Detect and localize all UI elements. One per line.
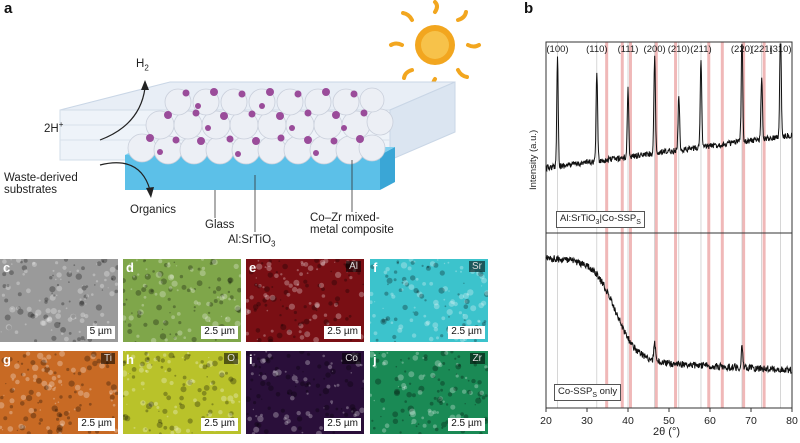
micrograph-h: h O 2.5 µm bbox=[123, 351, 241, 434]
panel-b-letter: b bbox=[524, 0, 534, 17]
x-tick-label: 50 bbox=[663, 415, 675, 427]
micrograph-c: c 5 µm bbox=[0, 259, 118, 342]
micrograph-i: i Co 2.5 µm bbox=[246, 351, 364, 434]
scale-bar-label: 2.5 µm bbox=[201, 326, 238, 339]
bottom-series-label: Co-SSPS only bbox=[554, 384, 622, 401]
micrograph-letter: i bbox=[249, 352, 253, 367]
element-label: Ti bbox=[101, 353, 115, 364]
scale-bar-label: 2.5 µm bbox=[324, 326, 361, 339]
protons-label: 2H+ bbox=[44, 120, 64, 135]
arrowhead-up-icon bbox=[141, 80, 149, 90]
micrograph-letter: g bbox=[3, 352, 11, 367]
scale-bar-label: 2.5 µm bbox=[78, 418, 115, 431]
scale-bar-label: 2.5 µm bbox=[448, 418, 485, 431]
element-label: Sr bbox=[469, 261, 485, 272]
micrograph-texture bbox=[0, 351, 118, 434]
scale-bar-label: 2.5 µm bbox=[324, 418, 361, 431]
micrograph-texture bbox=[246, 259, 364, 342]
x-axis-label: 2θ (°) bbox=[653, 426, 681, 438]
x-tick-label: 70 bbox=[745, 415, 757, 427]
micrograph-letter: h bbox=[126, 352, 134, 367]
micrograph-letter: d bbox=[126, 260, 134, 275]
element-label: Zr bbox=[469, 353, 485, 364]
micrograph-d: d 2.5 µm bbox=[123, 259, 241, 342]
micrograph-texture bbox=[123, 259, 241, 342]
waste-substrates-label: Waste-derived substrates bbox=[4, 172, 78, 196]
x-tick-label: 40 bbox=[622, 415, 634, 427]
panel-a-letter: a bbox=[4, 0, 13, 17]
micrograph-letter: f bbox=[373, 260, 378, 275]
micrograph-letter: e bbox=[249, 260, 257, 275]
peak-label: (221) bbox=[751, 44, 773, 55]
peak-label: (100) bbox=[546, 44, 568, 55]
scale-bar-label: 5 µm bbox=[86, 326, 115, 339]
scale-bar-label: 2.5 µm bbox=[448, 326, 485, 339]
organics-label: Organics bbox=[130, 204, 177, 216]
co-zr-label: Co–Zr mixed-metal composite bbox=[310, 212, 394, 236]
peak-label: (211) bbox=[690, 44, 711, 55]
top-series-label: Al:SrTiO3|Co-SSPS bbox=[556, 211, 645, 228]
micrograph-j: j Zr 2.5 µm bbox=[370, 351, 488, 434]
panel-a-illustration bbox=[59, 0, 481, 232]
x-tick-label: 60 bbox=[704, 415, 716, 427]
micrograph-g: g Ti 2.5 µm bbox=[0, 351, 118, 434]
y-axis-label: Intensity (a.u.) bbox=[528, 129, 539, 190]
micrograph-letter: j bbox=[373, 352, 377, 367]
element-label: O bbox=[224, 353, 238, 364]
series-line-bottom bbox=[545, 255, 793, 374]
x-tick-label: 30 bbox=[581, 415, 593, 427]
scale-bar-label: 2.5 µm bbox=[201, 418, 238, 431]
series-line-top bbox=[545, 43, 793, 173]
srtio3-label: Al:SrTiO3 bbox=[228, 234, 276, 249]
element-label: Al bbox=[346, 261, 361, 272]
peak-label: (200) bbox=[644, 44, 666, 55]
peak-label: (210) bbox=[668, 44, 690, 55]
sun-icon bbox=[389, 0, 481, 91]
co-zr-composite bbox=[146, 88, 368, 157]
micrograph-letter: c bbox=[3, 260, 11, 275]
element-label: Co bbox=[342, 353, 361, 364]
micrograph-f: f Sr 2.5 µm bbox=[370, 259, 488, 342]
x-tick-label: 80 bbox=[786, 415, 798, 427]
reaction-arrows bbox=[99, 87, 151, 191]
glass-label: Glass bbox=[205, 219, 235, 231]
leader-lines bbox=[214, 160, 353, 232]
h2-label: H2 bbox=[136, 58, 149, 73]
x-tick-label: 20 bbox=[540, 415, 552, 427]
arrowhead-down-icon bbox=[146, 187, 154, 198]
peak-label: (110) bbox=[586, 44, 607, 55]
micrograph-e: e Al 2.5 µm bbox=[246, 259, 364, 342]
peak-label: (111) bbox=[618, 44, 639, 55]
